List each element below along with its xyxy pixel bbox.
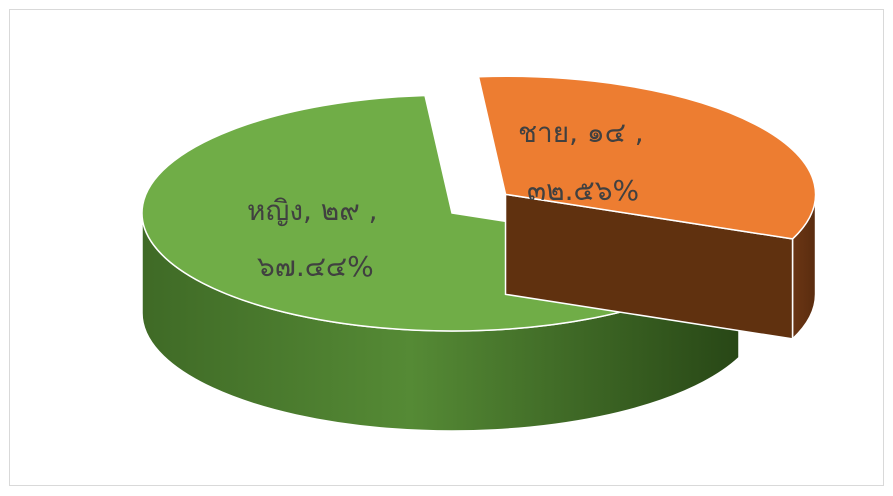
data-label-line1: ชาย, ๑๔ ,: [518, 116, 644, 149]
data-label-line1: หญิง, ๒๙ ,: [247, 194, 378, 227]
data-label-line2: ๓๒.๕๖%: [527, 174, 639, 207]
pie-slices: [141, 75, 817, 432]
data-label-line2: ๖๗.๔๔%: [257, 250, 374, 283]
data-labels: ชาย, ๑๔ , ๓๒.๕๖% หญิง, ๒๙ , ๖๗.๔๔%: [247, 116, 644, 283]
slice-top-face: [477, 75, 817, 240]
pie-slice-male: [477, 75, 817, 341]
